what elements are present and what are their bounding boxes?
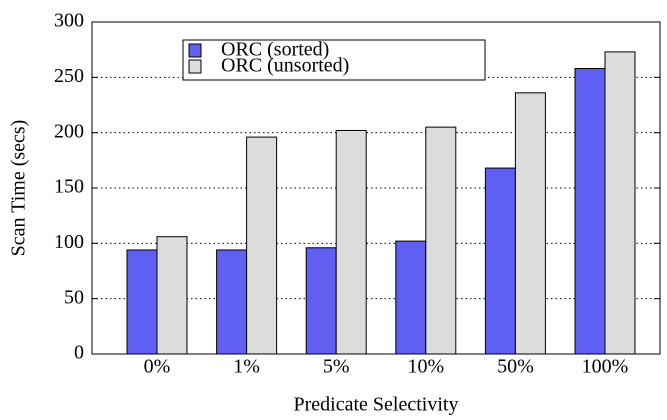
bar [484,167,516,355]
legend-label: ORC (unsorted) [221,55,349,77]
y-tick-label: 100 [54,231,84,253]
bar [156,236,188,355]
bar [305,247,337,355]
y-axis-label: Scan Time (secs) [8,120,30,257]
y-tick-label: 300 [54,10,84,32]
bar [335,129,367,355]
y-tick-label: 200 [54,120,84,142]
legend-label: ORC (sorted) [221,39,329,61]
x-tick-label: 5% [323,356,350,378]
x-tick-label: 1% [233,356,260,378]
bar [514,92,546,355]
bar [216,249,248,355]
bar [126,249,158,355]
legend-box [182,39,486,81]
legend-swatch [188,59,202,74]
bar [246,136,278,355]
x-tick-label: 10% [407,356,444,378]
x-axis-label: Predicate Selectivity [294,394,459,416]
bar [574,67,606,355]
legend-swatch [188,43,202,58]
bar [395,240,427,355]
plot-frame [91,21,661,355]
y-tick-label: 150 [54,176,84,198]
bar [604,51,636,355]
y-tick-label: 250 [54,65,84,87]
x-tick-label: 100% [582,356,629,378]
x-tick-label: 0% [144,356,171,378]
x-tick-label: 50% [497,356,534,378]
legend: ORC (sorted)ORC (unsorted) [182,39,486,81]
y-tick-label: 50 [64,286,84,308]
y-tick-label: 0 [74,342,84,364]
bar [425,126,457,355]
